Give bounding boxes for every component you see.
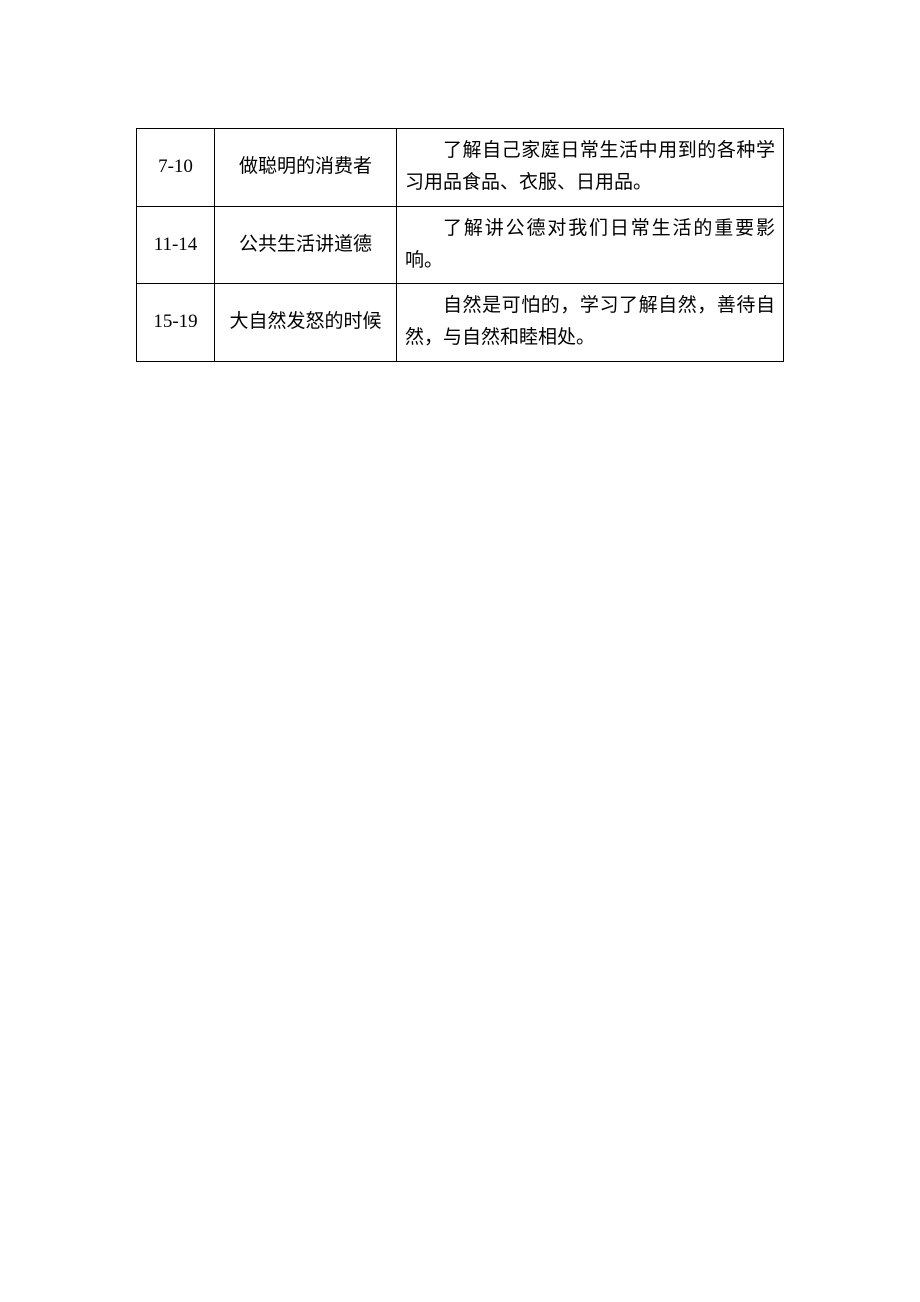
row-description: 自然是可怕的，学习了解自然，善待自然，与自然和睦相处。 <box>397 284 784 362</box>
row-range: 15-19 <box>137 284 215 362</box>
row-range: 11-14 <box>137 206 215 284</box>
curriculum-table: 7-10 做聪明的消费者 了解自己家庭日常生活中用到的各种学习用品食品、衣服、日… <box>136 128 784 362</box>
table-row: 11-14 公共生活讲道德 了解讲公德对我们日常生活的重要影响。 <box>137 206 784 284</box>
row-description: 了解自己家庭日常生活中用到的各种学习用品食品、衣服、日用品。 <box>397 129 784 207</box>
row-range: 7-10 <box>137 129 215 207</box>
table-row: 7-10 做聪明的消费者 了解自己家庭日常生活中用到的各种学习用品食品、衣服、日… <box>137 129 784 207</box>
table-row: 15-19 大自然发怒的时候 自然是可怕的，学习了解自然，善待自然，与自然和睦相… <box>137 284 784 362</box>
row-topic: 大自然发怒的时候 <box>215 284 397 362</box>
row-topic: 做聪明的消费者 <box>215 129 397 207</box>
row-topic: 公共生活讲道德 <box>215 206 397 284</box>
row-description: 了解讲公德对我们日常生活的重要影响。 <box>397 206 784 284</box>
